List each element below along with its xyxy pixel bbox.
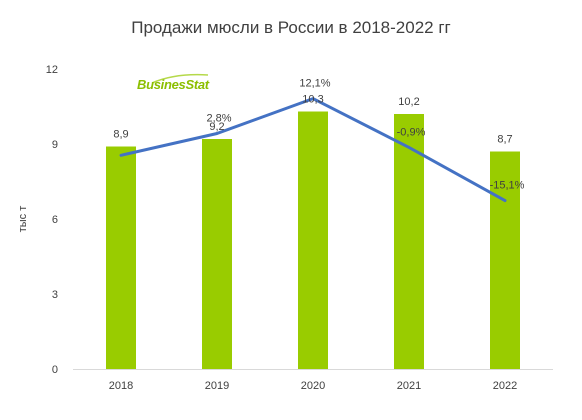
labels-group: 8,9 9,2 10,3 10,2 8,7 2,8% 12,1% -0,9% -15,1%: [113, 78, 524, 192]
axes-group: 0 3 6 9 12 тыс т 2018 2019 2020 2021 2022: [17, 64, 553, 392]
x-tick-label: 2021: [397, 380, 421, 392]
growth-line: [119, 97, 507, 203]
y-tick-label: 12: [46, 64, 58, 76]
growth-label: -0,9%: [397, 126, 426, 138]
brand-logo: BusinesStat: [137, 77, 209, 92]
growth-label: 2,8%: [206, 113, 231, 125]
chart-title: Продажи мюсли в России в 2018-2022 гг: [131, 18, 451, 37]
y-tick-label: 9: [52, 139, 58, 151]
bar: [298, 111, 328, 369]
x-tick-label: 2022: [493, 380, 517, 392]
bar-value-label: 8,9: [113, 129, 128, 141]
y-tick-label: 3: [52, 289, 58, 301]
bar-value-label: 9,2: [209, 121, 224, 133]
growth-line-group: [119, 97, 507, 203]
x-tick-label: 2018: [109, 380, 133, 392]
bar-value-label: 10,3: [302, 94, 323, 106]
y-tick-label: 6: [52, 214, 58, 226]
bar: [202, 139, 232, 369]
y-tick-label: 0: [52, 364, 58, 376]
growth-label: -15,1%: [490, 180, 525, 192]
bar-value-label: 8,7: [497, 134, 512, 146]
bars-group: [106, 111, 520, 369]
x-tick-label: 2019: [205, 380, 229, 392]
x-tick-label: 2020: [301, 380, 325, 392]
growth-label: 12,1%: [299, 78, 330, 90]
bar: [394, 114, 424, 369]
bar-value-label: 10,2: [398, 96, 419, 108]
y-axis-label: тыс т: [17, 206, 29, 233]
bar: [106, 146, 136, 369]
brand-swoosh-icon: [151, 73, 209, 84]
bar: [490, 151, 520, 369]
